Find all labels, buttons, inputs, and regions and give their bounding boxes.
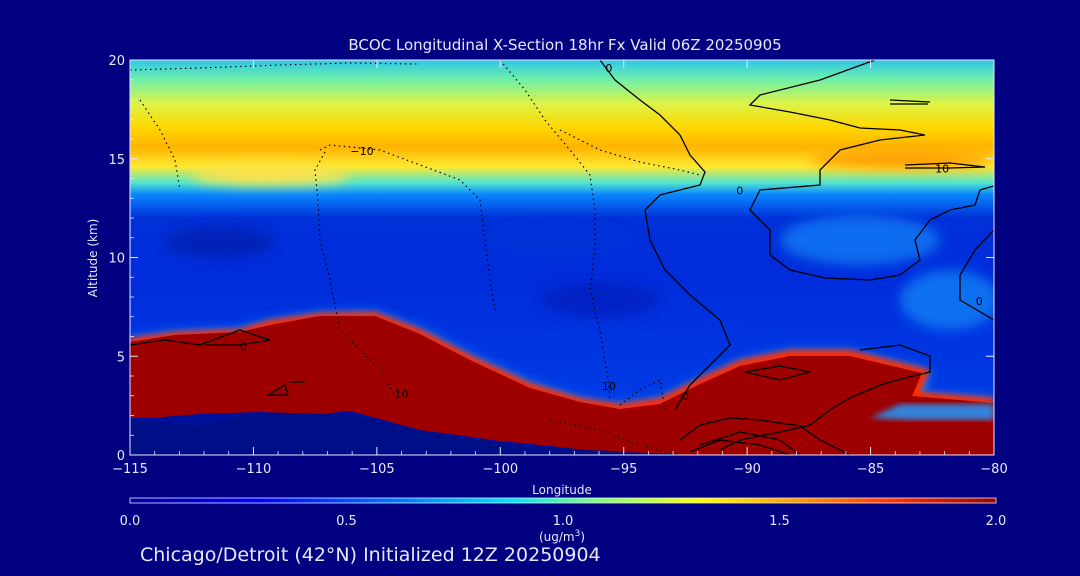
- colorbar: [130, 498, 996, 503]
- chart-subtitle: Chicago/Detroit (42°N) Initialized 12Z 2…: [140, 544, 601, 566]
- contour-label: 10: [395, 388, 409, 401]
- contour-label: 10: [602, 380, 616, 393]
- concentration-field: [130, 60, 994, 455]
- x-tick-label: −95: [610, 462, 637, 477]
- x-tick-label: −105: [359, 462, 395, 477]
- colorbar-ticks: 0.0 0.5 1.0 1.5 2.0: [120, 514, 1007, 529]
- contour-label: 0: [976, 295, 983, 308]
- colorbar-tick-label: 0.5: [336, 514, 357, 529]
- y-axis-label: Altitude (km): [86, 219, 100, 298]
- colorbar-units: (ug/m3): [539, 529, 585, 544]
- colorbar-frame: [129, 497, 997, 504]
- chart-title: BCOC Longitudinal X-Section 18hr Fx Vali…: [348, 36, 781, 54]
- y-axis: 0 5 10 15 20: [108, 54, 994, 464]
- contour-label: 10: [935, 163, 949, 176]
- x-tick-label: −115: [112, 462, 148, 477]
- contour-lines: [130, 60, 994, 455]
- x-tick-label: −110: [236, 462, 272, 477]
- y-tick-label: 5: [117, 350, 125, 365]
- colorbar-tick-label: 1.5: [769, 514, 790, 529]
- contour-label: 0: [605, 62, 612, 75]
- contour-label: 0: [682, 390, 689, 403]
- contour-label: −10: [350, 145, 373, 158]
- contour-label: 0: [736, 184, 743, 197]
- colorbar-tick-label: 2.0: [986, 514, 1007, 529]
- contour-label-layer: 0 −10 0 10 0 10 10 0 0: [240, 62, 983, 403]
- y-tick-label: 0: [117, 449, 125, 464]
- x-tick-label: −100: [482, 462, 518, 477]
- x-tick-label: −90: [733, 462, 760, 477]
- colorbar-tick-label: 0.0: [120, 514, 141, 529]
- x-axis: −115 −110 −105 −100 −95 −90 −85 −80: [112, 60, 1008, 477]
- contour-label: 0: [240, 340, 247, 353]
- y-tick-label: 20: [108, 54, 125, 69]
- y-tick-label: 10: [108, 252, 125, 267]
- colorbar-tick-label: 1.0: [553, 514, 574, 529]
- x-tick-label: −85: [857, 462, 884, 477]
- x-axis-label: Longitude: [532, 483, 592, 497]
- dotted-contours: [130, 60, 701, 455]
- y-tick-label: 15: [108, 153, 125, 168]
- x-tick-label: −80: [980, 462, 1007, 477]
